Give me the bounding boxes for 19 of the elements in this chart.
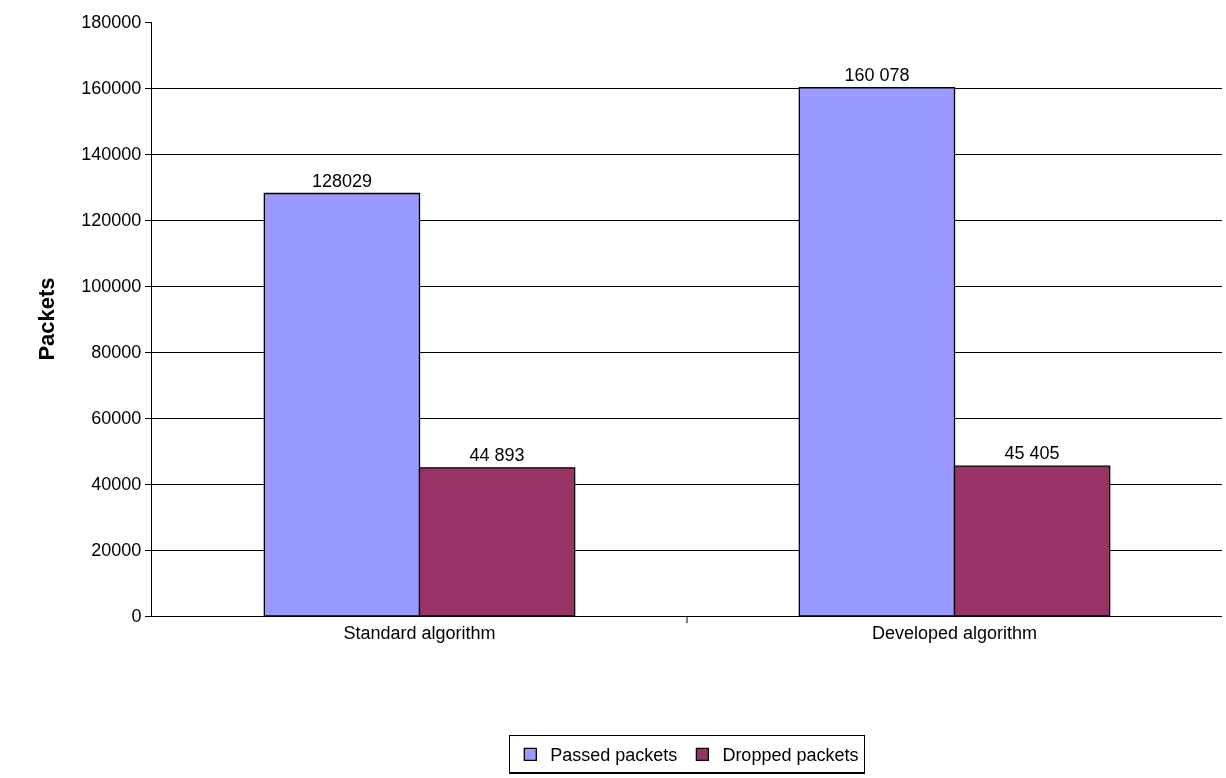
y-axis-title: Packets [34,277,60,361]
x-tick-label: Developed algorithm [871,622,1038,643]
y-tick-label: 160000 [81,78,142,99]
y-tick-label: 40000 [91,474,142,495]
data-label: 128029 [311,170,372,191]
data-label: 160 078 [844,64,910,85]
y-tick-label: 140000 [81,144,142,165]
y-tick-label: 20000 [91,540,142,561]
y-tick-label: 120000 [81,210,142,231]
legend-label: Passed packets [550,745,678,766]
x-tick-label: Standard algorithm [343,622,496,643]
data-label: 44 893 [469,444,525,465]
y-tick-label: 80000 [91,342,142,363]
legend-label: Dropped packets [722,745,859,766]
y-tick-label: 0 [131,606,142,627]
y-tick-label: 180000 [81,12,142,33]
y-tick-label: 60000 [91,408,142,429]
y-tick-label: 100000 [81,276,142,297]
data-label: 45 405 [1004,443,1060,464]
